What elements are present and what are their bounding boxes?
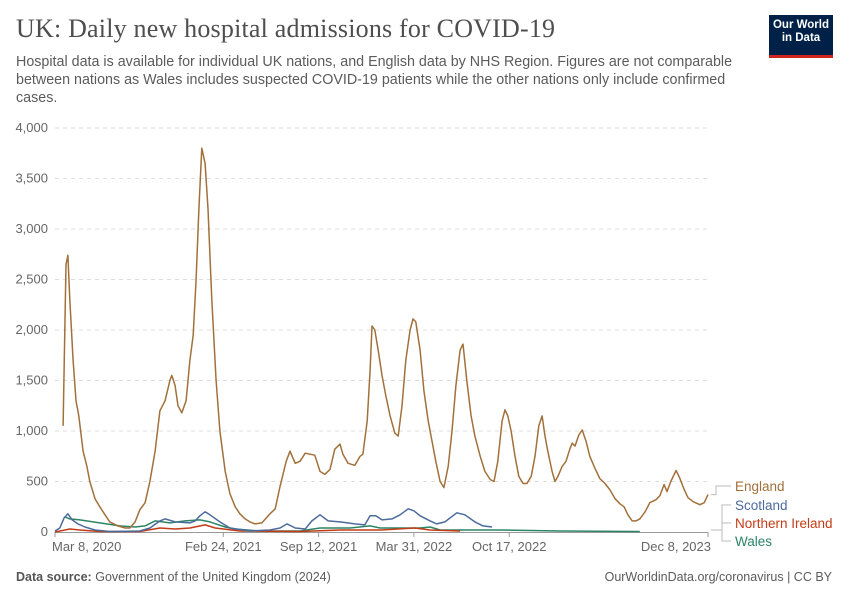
legend-label-scotland: Scotland: [735, 498, 788, 513]
y-tick-label: 4,000: [15, 120, 48, 135]
x-tick-label: Feb 24, 2021: [185, 539, 262, 554]
legend-connector: [711, 504, 731, 531]
data-source-label: Data source:: [16, 570, 92, 584]
y-tick-label: 1,500: [15, 373, 48, 388]
legend-label-england: England: [735, 479, 785, 494]
data-source-text: Government of the United Kingdom (2024): [95, 570, 331, 584]
y-tick-label: 500: [26, 474, 48, 489]
x-tick-label: Mar 31, 2022: [376, 539, 453, 554]
legend-label-wales: Wales: [735, 534, 772, 549]
legend-connector: [711, 485, 731, 496]
x-tick-label: Dec 8, 2023: [641, 539, 711, 554]
chart-title: UK: Daily new hospital admissions for CO…: [16, 14, 556, 43]
x-tick-label: Oct 17, 2022: [472, 539, 546, 554]
y-tick-label: 2,000: [15, 322, 48, 337]
owid-logo[interactable]: Our World in Data: [769, 15, 833, 58]
series-line-scotland: [54, 508, 493, 533]
series-line-england: [62, 147, 709, 529]
y-tick-label: 1,000: [15, 423, 48, 438]
series-line-northern-ireland: [54, 524, 461, 533]
logo-line-2: in Data: [781, 32, 821, 44]
legend-label-northern-ireland: Northern Ireland: [735, 516, 833, 531]
data-source: Data source: Government of the United Ki…: [16, 570, 331, 584]
chart-subtitle: Hospital data is available for individua…: [16, 54, 733, 106]
y-tick-label: 3,000: [15, 221, 48, 236]
y-tick-label: 0: [41, 524, 48, 539]
x-tick-label: Sep 12, 2021: [280, 539, 357, 554]
legend-connector: [711, 529, 731, 542]
x-tick-label: Mar 8, 2020: [52, 539, 121, 554]
source-url-link[interactable]: OurWorldinData.org/coronavirus | CC BY: [604, 570, 832, 584]
logo-line-1: Our World: [772, 19, 829, 31]
y-tick-label: 3,500: [15, 171, 48, 186]
y-tick-label: 2,500: [15, 272, 48, 287]
legend-connector: [711, 522, 731, 531]
